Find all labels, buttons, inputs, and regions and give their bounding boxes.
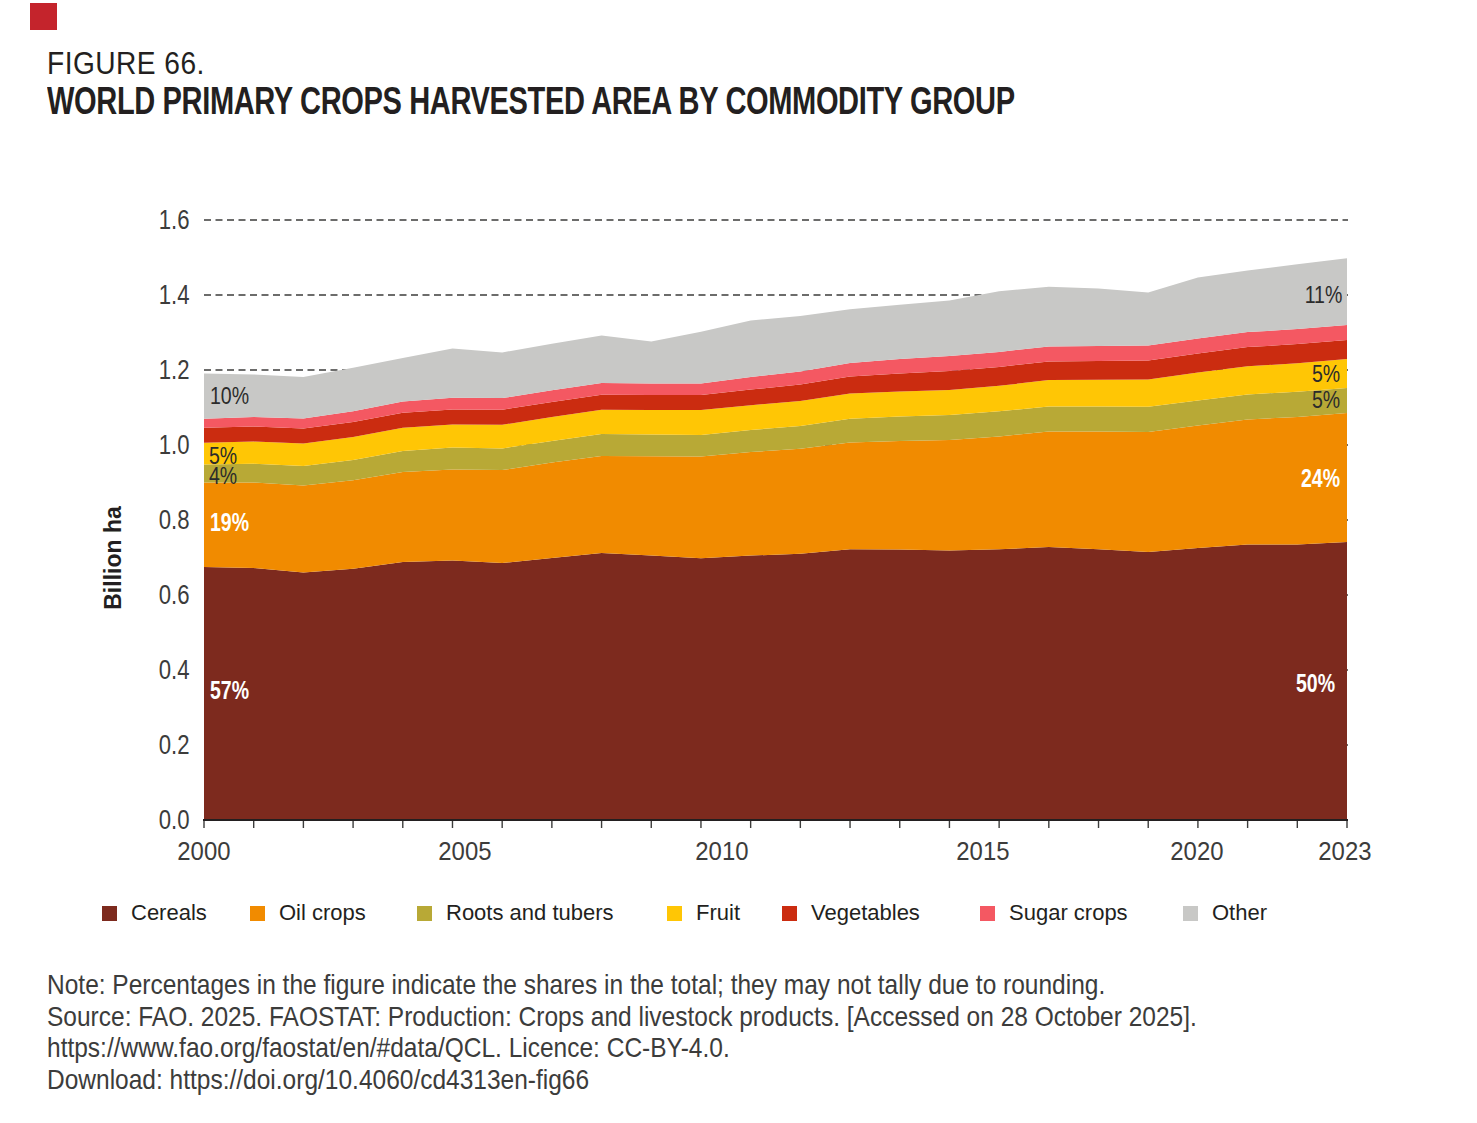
note-line: Source: FAO. 2025. FAOSTAT: Production: …: [47, 1001, 1197, 1033]
figure-notes: Note: Percentages in the figure indicate…: [47, 969, 1361, 1095]
note-line: https://www.fao.org/faostat/en/#data/QCL…: [47, 1032, 1197, 1064]
legend-label: Oil crops: [279, 900, 366, 926]
legend-label: Sugar crops: [1009, 900, 1128, 926]
share-label: 57%: [210, 675, 249, 706]
share-label: 10%: [210, 383, 249, 410]
x-tick-label: 2023: [1295, 836, 1395, 867]
x-tick-label: 2000: [154, 836, 254, 867]
legend-swatch: [980, 906, 995, 921]
share-label: 5%: [1312, 387, 1340, 414]
legend-item-other: Other: [1183, 900, 1267, 926]
share-label: 50%: [1296, 668, 1335, 699]
legend-swatch: [782, 906, 797, 921]
share-label: 5%: [1312, 361, 1340, 388]
legend-swatch: [667, 906, 682, 921]
chart-legend: CerealsOil cropsRoots and tubersFruitVeg…: [0, 900, 1477, 920]
x-tick-label: 2010: [672, 836, 772, 867]
legend-swatch: [417, 906, 432, 921]
legend-item-vegetables: Vegetables: [782, 900, 920, 926]
legend-swatch: [250, 906, 265, 921]
legend-item-roots-and-tubers: Roots and tubers: [417, 900, 614, 926]
legend-label: Vegetables: [811, 900, 920, 926]
x-tick-label: 2020: [1147, 836, 1247, 867]
legend-item-cereals: Cereals: [102, 900, 207, 926]
note-line: Note: Percentages in the figure indicate…: [47, 969, 1197, 1001]
share-label: 4%: [209, 463, 237, 490]
legend-swatch: [102, 906, 117, 921]
x-tick-label: 2015: [933, 836, 1033, 867]
y-axis-title: Billion ha: [100, 506, 127, 610]
x-tick-label: 2005: [415, 836, 515, 867]
legend-item-sugar-crops: Sugar crops: [980, 900, 1128, 926]
legend-label: Roots and tubers: [446, 900, 614, 926]
legend-label: Fruit: [696, 900, 740, 926]
legend-swatch: [1183, 906, 1198, 921]
note-line: Download: https://doi.org/10.4060/cd4313…: [47, 1064, 1197, 1096]
legend-label: Cereals: [131, 900, 207, 926]
legend-item-oil-crops: Oil crops: [250, 900, 366, 926]
legend-item-fruit: Fruit: [667, 900, 740, 926]
legend-label: Other: [1212, 900, 1267, 926]
share-label: 24%: [1301, 463, 1340, 494]
share-label: 11%: [1304, 282, 1342, 309]
area-cereals: [204, 542, 1347, 820]
stacked-area-chart: [0, 0, 1477, 1123]
share-label: 19%: [210, 507, 249, 538]
